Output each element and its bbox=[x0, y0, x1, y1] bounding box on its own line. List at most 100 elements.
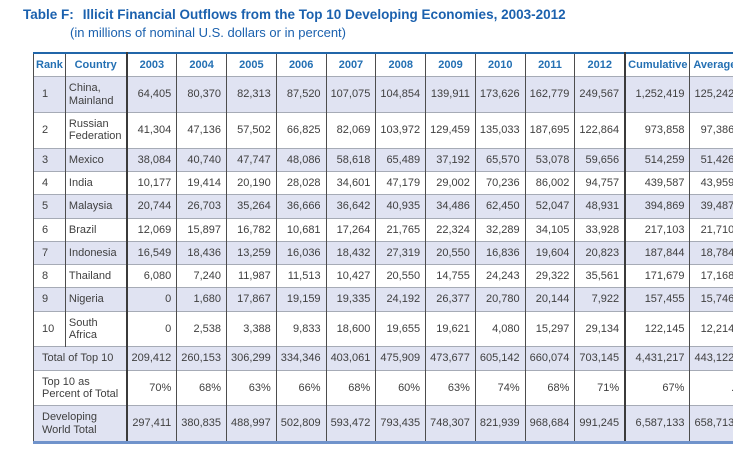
value-cell: 63% bbox=[226, 369, 277, 406]
value-cell: 27,319 bbox=[375, 240, 426, 265]
value-cell: 33,928 bbox=[574, 217, 626, 242]
table-row: 3 Mexico 38,084 40,740 47,747 48,086 58,618 65,… bbox=[33, 147, 733, 172]
value-cell: 14,755 bbox=[425, 264, 476, 288]
value-cell: 297,411 bbox=[125, 405, 177, 443]
value-cell: 3,388 bbox=[226, 310, 277, 347]
value-cell: 59,656 bbox=[574, 147, 626, 172]
value-cell: 58,618 bbox=[325, 147, 376, 172]
value-cell: 122,145 bbox=[624, 310, 690, 347]
country-cell: India bbox=[64, 170, 127, 195]
col-header-2006: 2006 bbox=[275, 53, 327, 77]
value-cell: 991,245 bbox=[574, 405, 626, 443]
rank-cell: 1 bbox=[33, 76, 66, 113]
value-cell: 821,939 bbox=[474, 405, 526, 443]
value-cell: 35,264 bbox=[226, 194, 277, 218]
summary-row: Total of Top 10 209,412 260,153 306,299 334,… bbox=[33, 346, 733, 371]
value-cell: 403,061 bbox=[325, 346, 376, 371]
value-cell: 20,550 bbox=[425, 240, 476, 265]
value-cell: 20,550 bbox=[375, 264, 426, 288]
country-cell: South Africa bbox=[64, 310, 127, 347]
table-row: 6 Brazil 12,069 15,897 16,782 10,681 17,264 21,… bbox=[33, 217, 733, 242]
table-row: 10 South Africa 0 2,538 3,388 9,833 18,600 19,6… bbox=[33, 310, 733, 347]
value-cell: 10,427 bbox=[325, 264, 376, 288]
value-cell: 51,426 bbox=[689, 147, 733, 172]
value-cell: 18,784 bbox=[689, 240, 733, 265]
value-cell: 0 bbox=[125, 310, 177, 347]
summary-row: Top 10 as Percent of Total 70% 68% 63% 66% 68… bbox=[33, 369, 733, 406]
rank-cell: 4 bbox=[33, 170, 66, 195]
value-cell: 71% bbox=[574, 369, 626, 406]
value-cell: 15,897 bbox=[176, 217, 227, 242]
table-row: 5 Malaysia 20,744 26,703 35,264 36,666 36,642 4… bbox=[33, 194, 733, 218]
value-cell: 94,757 bbox=[574, 170, 626, 195]
value-cell: 29,322 bbox=[524, 264, 575, 288]
value-cell: 1,680 bbox=[176, 287, 227, 312]
value-cell: 82,069 bbox=[325, 111, 376, 149]
value-cell: 21,765 bbox=[375, 217, 426, 242]
value-cell: 22,324 bbox=[425, 217, 476, 242]
value-cell: 35,561 bbox=[574, 264, 626, 288]
value-cell: 748,307 bbox=[425, 405, 476, 443]
value-cell: 122,864 bbox=[574, 111, 626, 149]
country-cell: Brazil bbox=[64, 217, 127, 242]
value-cell: 125,242 bbox=[689, 76, 733, 113]
value-cell: 97,386 bbox=[689, 111, 733, 149]
value-cell: 82,313 bbox=[226, 76, 277, 113]
value-cell: 12,214 bbox=[689, 310, 733, 347]
col-header-2012: 2012 bbox=[574, 53, 626, 77]
value-cell: 17,867 bbox=[226, 287, 277, 312]
value-cell: 173,626 bbox=[474, 76, 526, 113]
value-cell: 18,436 bbox=[176, 240, 227, 265]
col-header-2007: 2007 bbox=[325, 53, 376, 77]
country-cell: Malaysia bbox=[64, 194, 127, 218]
value-cell: 394,869 bbox=[624, 194, 690, 218]
value-cell: 68% bbox=[176, 369, 227, 406]
value-cell: 64,405 bbox=[125, 76, 177, 113]
rank-cell: 3 bbox=[33, 147, 66, 172]
value-cell: 19,414 bbox=[176, 170, 227, 195]
col-header-cumulative: Cumulative bbox=[624, 53, 690, 77]
value-cell: 68% bbox=[325, 369, 376, 406]
value-cell: 34,486 bbox=[425, 194, 476, 218]
header-row: Rank Country 2003 2004 2005 2006 2007 2008 2009 2… bbox=[33, 53, 733, 77]
value-cell: 19,604 bbox=[524, 240, 575, 265]
country-cell: Thailand bbox=[64, 264, 127, 288]
value-cell: . bbox=[689, 369, 733, 406]
col-header-2011: 2011 bbox=[524, 53, 575, 77]
col-header-average: Average bbox=[689, 53, 733, 77]
value-cell: 16,549 bbox=[125, 240, 177, 265]
value-cell: 162,779 bbox=[524, 76, 575, 113]
value-cell: 26,703 bbox=[176, 194, 227, 218]
value-cell: 68% bbox=[524, 369, 575, 406]
value-cell: 19,621 bbox=[425, 310, 476, 347]
value-cell: 9,833 bbox=[275, 310, 327, 347]
rank-cell: 5 bbox=[33, 194, 66, 218]
value-cell: 37,192 bbox=[425, 147, 476, 172]
outflows-table: Rank Country 2003 2004 2005 2006 2007 2008 2009 2… bbox=[33, 52, 733, 444]
value-cell: 19,159 bbox=[275, 287, 327, 312]
country-cell: Russian Federation bbox=[64, 111, 127, 149]
country-cell: Mexico bbox=[64, 147, 127, 172]
value-cell: 10,177 bbox=[125, 170, 177, 195]
title-block: Table F: Illicit Financial Outflows from… bbox=[23, 7, 566, 40]
value-cell: 19,335 bbox=[325, 287, 376, 312]
value-cell: 20,190 bbox=[226, 170, 277, 195]
value-cell: 18,432 bbox=[325, 240, 376, 265]
value-cell: 74% bbox=[474, 369, 526, 406]
value-cell: 2,538 bbox=[176, 310, 227, 347]
table-row: 7 Indonesia 16,549 18,436 13,259 16,036 18,432… bbox=[33, 240, 733, 265]
rank-cell: 2 bbox=[33, 111, 66, 149]
value-cell: 36,642 bbox=[325, 194, 376, 218]
value-cell: 40,740 bbox=[176, 147, 227, 172]
value-cell: 439,587 bbox=[624, 170, 690, 195]
value-cell: 104,854 bbox=[375, 76, 426, 113]
value-cell: 62,450 bbox=[474, 194, 526, 218]
table-row: 4 India 10,177 19,414 20,190 28,028 34,601 47,1… bbox=[33, 170, 733, 195]
summary-label: Top 10 as Percent of Total bbox=[33, 369, 127, 406]
value-cell: 171,679 bbox=[624, 264, 690, 288]
value-cell: 306,299 bbox=[226, 346, 277, 371]
value-cell: 24,243 bbox=[474, 264, 526, 288]
value-cell: 17,264 bbox=[325, 217, 376, 242]
summary-label: Total of Top 10 bbox=[33, 346, 127, 371]
value-cell: 380,835 bbox=[176, 405, 227, 443]
